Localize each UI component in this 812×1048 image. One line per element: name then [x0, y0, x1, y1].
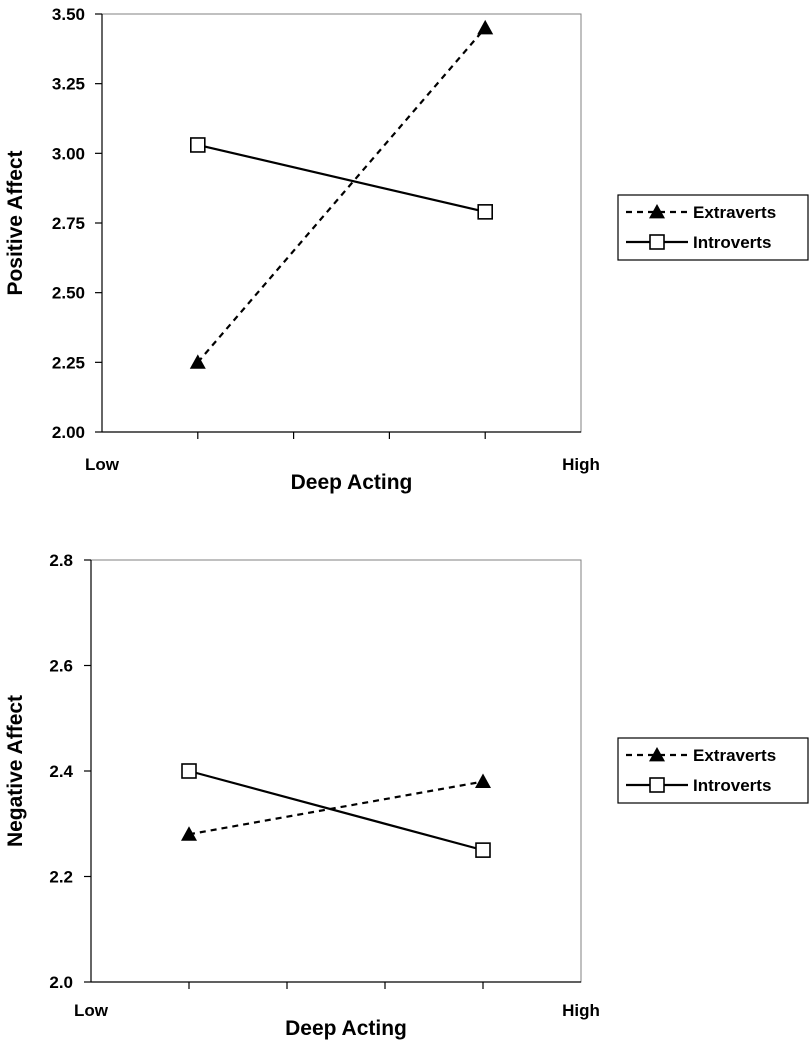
y-tick-label: 2.8: [49, 551, 73, 570]
introverts-point: [182, 764, 196, 778]
series-extraverts: [181, 774, 491, 841]
legend-marker: [650, 778, 664, 792]
y-tick-label: 2.0: [49, 973, 73, 992]
legend-label: Extraverts: [693, 203, 776, 222]
x-tick-label-low: Low: [85, 455, 120, 474]
y-tick-label: 3.50: [52, 5, 85, 24]
plot-frame: [102, 14, 581, 432]
y-tick-label: 2.25: [52, 353, 85, 372]
y-tick-label: 2.50: [52, 284, 85, 303]
plot-frame: [91, 560, 581, 982]
series-extraverts: [190, 20, 493, 369]
series-introverts: [182, 764, 490, 857]
x-axis-title: Deep Acting: [291, 471, 413, 494]
extraverts-line: [189, 782, 483, 835]
introverts-line: [198, 145, 485, 212]
series-introverts: [191, 138, 492, 219]
legend-label: Introverts: [693, 233, 771, 252]
x-tick-label-high: High: [562, 455, 600, 474]
legend-marker: [650, 235, 664, 249]
y-tick-label: 2.4: [49, 762, 73, 781]
y-tick-label: 2.00: [52, 423, 85, 442]
introverts-line: [189, 771, 483, 850]
extraverts-point: [477, 20, 493, 34]
y-tick-label: 2.2: [49, 868, 73, 887]
legend-label: Extraverts: [693, 746, 776, 765]
introverts-point: [191, 138, 205, 152]
legend-label: Introverts: [693, 776, 771, 795]
y-tick-label: 2.75: [52, 214, 85, 233]
extraverts-point: [190, 354, 206, 368]
extraverts-line: [198, 28, 485, 362]
legend: Extraverts Introverts: [618, 195, 808, 260]
x-axis-title: Deep Acting: [285, 1017, 407, 1040]
chart-2: 2.0 2.2 2.4 2.6 2.8 Low High Deep Acting Negativ…: [4, 551, 808, 1040]
extraverts-point: [475, 774, 491, 788]
introverts-point: [476, 843, 490, 857]
y-axis-title: Positive Affect: [4, 150, 27, 295]
y-tick-label: 2.6: [49, 657, 73, 676]
x-tick-label-low: Low: [74, 1001, 109, 1020]
y-axis-title: Negative Affect: [4, 695, 27, 847]
legend: Extraverts Introverts: [618, 738, 808, 803]
chart-1: 2.00 2.25 2.50 2.75 3.00 3.25 3.50 Low High Deep …: [4, 5, 808, 494]
x-tick-label-high: High: [562, 1001, 600, 1020]
y-tick-label: 3.25: [52, 75, 85, 94]
y-tick-label: 3.00: [52, 144, 85, 163]
introverts-point: [478, 205, 492, 219]
